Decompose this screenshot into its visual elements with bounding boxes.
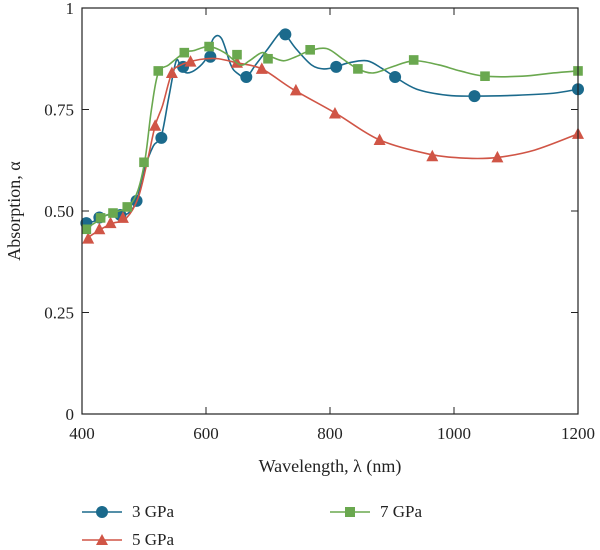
data-point — [204, 41, 214, 52]
data-point — [204, 50, 217, 63]
data-point — [305, 45, 315, 55]
data-point — [373, 133, 386, 145]
y-tick-label: 1 — [66, 0, 75, 18]
series-7-gpa — [81, 41, 583, 235]
axis-ticks: 400 600 800 1000 1200 0 0.25 0.50 0.75 1 — [44, 0, 595, 443]
y-tick-label: 0 — [66, 405, 75, 424]
x-tick-label: 800 — [317, 424, 343, 443]
data-point — [279, 28, 292, 41]
x-tick-label: 1200 — [561, 424, 595, 443]
x-tick-label: 600 — [193, 424, 219, 443]
data-point — [95, 213, 106, 223]
data-point — [426, 149, 439, 162]
data-point — [82, 232, 95, 244]
x-tick-label: 400 — [69, 424, 95, 443]
data-point — [104, 216, 117, 229]
data-point — [468, 90, 481, 103]
series-line — [84, 45, 579, 230]
legend-marker-5gpa — [82, 534, 122, 545]
data-point — [330, 60, 343, 73]
data-point — [149, 119, 162, 131]
data-point — [165, 66, 178, 78]
y-tick-label: 0.25 — [44, 304, 74, 323]
data-point — [389, 71, 402, 84]
data-point — [122, 202, 133, 212]
data-point — [139, 157, 149, 168]
data-point — [289, 83, 302, 96]
data-point — [153, 66, 164, 76]
data-point — [116, 211, 129, 223]
legend-item-3gpa: 3 GPa — [82, 502, 174, 522]
data-point — [232, 49, 242, 60]
y-axis-label: Absorption, α — [4, 161, 24, 261]
legend-item-5gpa: 5 GPa — [82, 530, 174, 550]
legend-marker-7gpa — [330, 507, 370, 517]
data-point — [108, 208, 118, 218]
legend-label-7gpa: 7 GPa — [380, 502, 423, 521]
data-point — [184, 55, 197, 67]
data-point — [155, 131, 168, 144]
data-point — [480, 71, 490, 82]
data-point — [255, 62, 268, 74]
data-point — [93, 222, 106, 235]
data-point — [353, 64, 363, 74]
data-point — [263, 53, 273, 64]
plot-area — [80, 28, 584, 244]
x-tick-label: 1000 — [437, 424, 471, 443]
series-line — [84, 57, 579, 241]
data-point — [408, 55, 419, 65]
series-5-gpa — [82, 55, 584, 244]
y-tick-label: 0.50 — [44, 202, 74, 221]
y-tick-label: 0.75 — [44, 101, 74, 120]
legend-label-3gpa: 3 GPa — [132, 502, 175, 521]
data-point — [328, 107, 341, 119]
x-axis-label: Wavelength, λ (nm) — [259, 456, 402, 477]
data-point — [491, 150, 504, 163]
data-point — [240, 71, 253, 84]
legend-marker-3gpa — [82, 506, 122, 518]
data-point — [179, 47, 190, 58]
legend-item-7gpa: 7 GPa — [330, 502, 422, 522]
data-point — [81, 224, 92, 235]
legend-label-5gpa: 5 GPa — [132, 530, 175, 549]
